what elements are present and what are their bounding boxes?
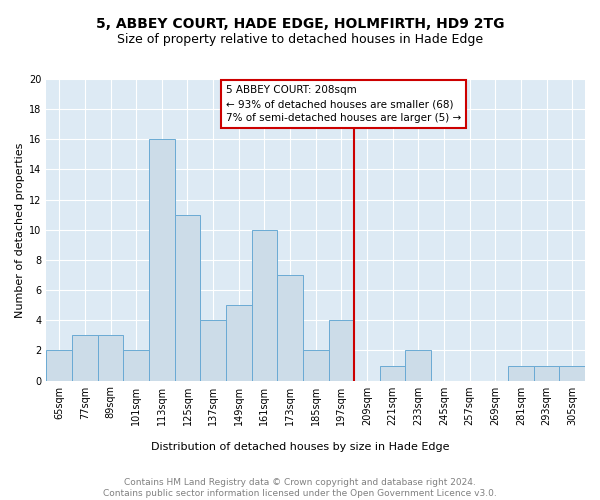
Bar — [72, 336, 98, 380]
Bar — [559, 366, 585, 380]
Bar — [226, 305, 251, 380]
Bar — [277, 275, 303, 380]
Bar — [508, 366, 534, 380]
Text: Size of property relative to detached houses in Hade Edge: Size of property relative to detached ho… — [117, 32, 483, 46]
Text: 5, ABBEY COURT, HADE EDGE, HOLMFIRTH, HD9 2TG: 5, ABBEY COURT, HADE EDGE, HOLMFIRTH, HD… — [96, 18, 504, 32]
Bar — [175, 214, 200, 380]
Text: Contains HM Land Registry data © Crown copyright and database right 2024.
Contai: Contains HM Land Registry data © Crown c… — [103, 478, 497, 498]
Bar — [200, 320, 226, 380]
Bar — [46, 350, 72, 380]
Bar — [124, 350, 149, 380]
Text: 5 ABBEY COURT: 208sqm
← 93% of detached houses are smaller (68)
7% of semi-detac: 5 ABBEY COURT: 208sqm ← 93% of detached … — [226, 85, 461, 123]
Bar — [380, 366, 406, 380]
Bar — [329, 320, 354, 380]
Y-axis label: Number of detached properties: Number of detached properties — [15, 142, 25, 318]
Bar — [149, 140, 175, 380]
Bar — [406, 350, 431, 380]
Text: Distribution of detached houses by size in Hade Edge: Distribution of detached houses by size … — [151, 442, 449, 452]
Bar — [303, 350, 329, 380]
Bar — [534, 366, 559, 380]
Bar — [251, 230, 277, 380]
Bar — [98, 336, 124, 380]
